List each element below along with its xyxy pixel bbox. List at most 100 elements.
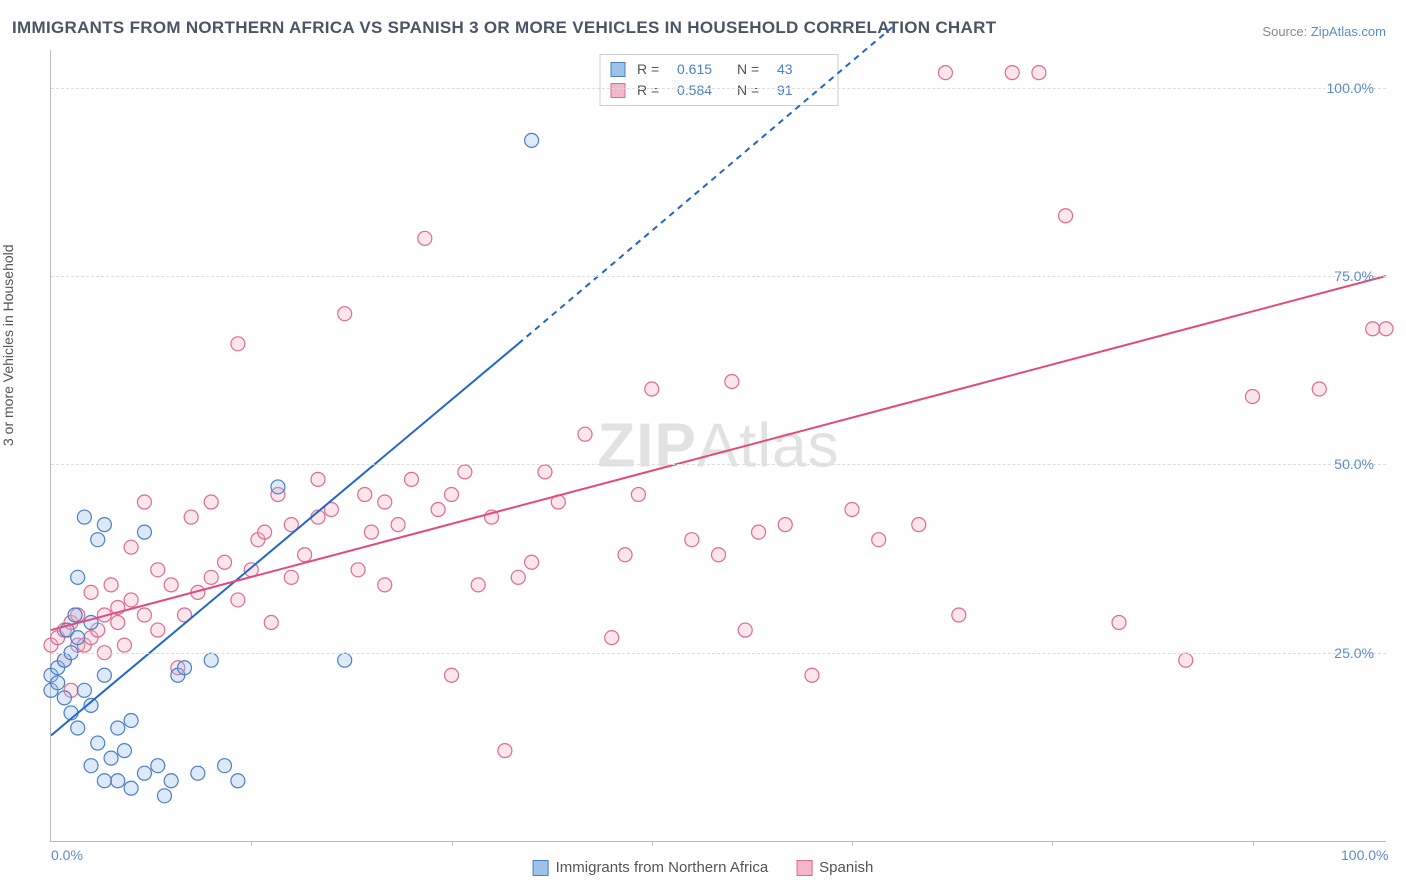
scatter-point [204,495,218,509]
scatter-point [1366,322,1380,336]
scatter-point [1312,382,1326,396]
scatter-point [97,518,111,532]
series-legend: Immigrants from Northern Africa Spanish [533,859,874,876]
scatter-point [84,759,98,773]
scatter-point [1032,66,1046,80]
scatter-point [938,66,952,80]
scatter-point [178,661,192,675]
scatter-point [71,570,85,584]
scatter-point [57,691,71,705]
scatter-point [111,616,125,630]
scatter-point [538,465,552,479]
scatter-point [578,427,592,441]
x-tick-mark [452,841,453,846]
scatter-point [104,578,118,592]
scatter-point [218,555,232,569]
series-legend-label: Immigrants from Northern Africa [556,859,769,876]
scatter-point [912,518,926,532]
scatter-point [231,337,245,351]
scatter-point [511,570,525,584]
scatter-point [1059,209,1073,223]
trendline [51,276,1386,630]
scatter-point [605,631,619,645]
scatter-point [805,668,819,682]
scatter-point [525,133,539,147]
scatter-point [358,487,372,501]
scatter-point [338,307,352,321]
scatter-point [204,570,218,584]
scatter-point [391,518,405,532]
chart-title: IMMIGRANTS FROM NORTHERN AFRICA VS SPANI… [12,18,996,38]
source-attribution: Source: ZipAtlas.com [1262,24,1386,39]
scatter-point [164,774,178,788]
x-tick-label: 100.0% [1341,847,1388,863]
scatter-point [191,766,205,780]
scatter-point [77,683,91,697]
series-legend-label: Spanish [819,859,873,876]
legend-swatch [796,860,812,876]
y-tick-label: 100.0% [1327,80,1374,96]
scatter-point [104,751,118,765]
scatter-point [445,487,459,501]
scatter-point [418,231,432,245]
scatter-point [264,616,278,630]
scatter-point [97,774,111,788]
scatter-point [1112,616,1126,630]
scatter-point [364,525,378,539]
scatter-point [258,525,272,539]
scatter-point [91,736,105,750]
scatter-point [631,487,645,501]
scatter-point [431,503,445,517]
scatter-point [151,563,165,577]
scatter-point [1379,322,1393,336]
scatter-point [778,518,792,532]
scatter-point [1246,390,1260,404]
source-link[interactable]: ZipAtlas.com [1311,24,1386,39]
gridline [51,276,1386,277]
scatter-point [151,623,165,637]
scatter-point [404,472,418,486]
scatter-point [645,382,659,396]
scatter-point [184,510,198,524]
scatter-point [498,744,512,758]
scatter-point [845,503,859,517]
scatter-point [137,495,151,509]
scatter-point [124,593,138,607]
scatter-point [117,744,131,758]
scatter-point [137,766,151,780]
scatter-point [137,608,151,622]
scatter-point [71,721,85,735]
scatter-point [618,548,632,562]
scatter-point [712,548,726,562]
gridline [51,464,1386,465]
scatter-point [68,608,82,622]
scatter-point [124,713,138,727]
scatter-point [271,480,285,494]
x-tick-mark [852,841,853,846]
legend-swatch [533,860,549,876]
scatter-point [685,533,699,547]
scatter-point [151,759,165,773]
scatter-point [952,608,966,622]
scatter-point [738,623,752,637]
scatter-point [231,593,245,607]
x-tick-mark [1253,841,1254,846]
y-axis-label: 3 or more Vehicles in Household [0,244,16,446]
scatter-point [51,676,65,690]
series-legend-item: Immigrants from Northern Africa [533,859,769,876]
scatter-point [338,653,352,667]
scatter-point [378,578,392,592]
x-tick-mark [1052,841,1053,846]
scatter-point [872,533,886,547]
chart-container: IMMIGRANTS FROM NORTHERN AFRICA VS SPANI… [0,0,1406,892]
scatter-point [97,668,111,682]
scatter-point [378,495,392,509]
scatter-point [725,374,739,388]
x-tick-label: 0.0% [51,847,83,863]
scatter-point [284,570,298,584]
scatter-point [84,585,98,599]
scatter-point [117,638,131,652]
y-tick-label: 25.0% [1334,645,1374,661]
scatter-point [137,525,151,539]
scatter-point [111,721,125,735]
